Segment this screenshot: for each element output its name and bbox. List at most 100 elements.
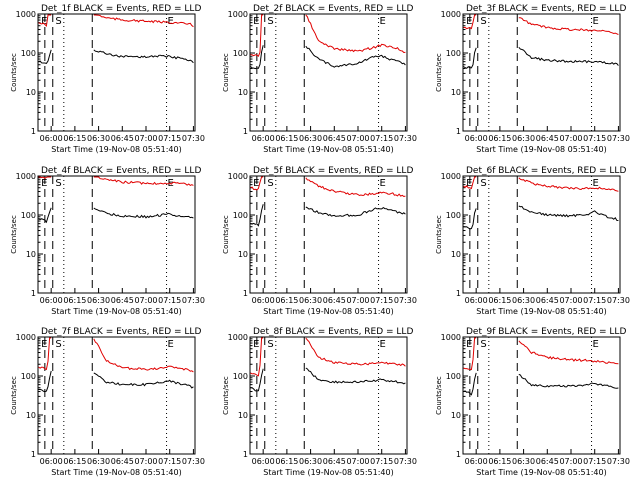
panel-title: Det_8f BLACK = Events, RED = LLD: [253, 327, 413, 337]
x-tick-label: 06:45: [536, 134, 559, 143]
y-tick-label: 100: [233, 49, 248, 58]
plot-frame: [37, 175, 196, 294]
x-tick-label: 07:00: [559, 296, 582, 305]
marker-label: S: [480, 178, 486, 189]
y-tick-label: 100: [233, 372, 248, 381]
marker-label: S: [480, 339, 486, 350]
x-tick-label: 07:30: [182, 296, 205, 305]
x-axis-label: Start Time (19-Nov-08 05:51:40): [476, 307, 606, 316]
y-tick-label: 100: [21, 372, 36, 381]
x-axis-label: Start Time (19-Nov-08 05:51:40): [476, 468, 606, 477]
events-series-line: [38, 207, 194, 224]
x-tick-label: 07:00: [346, 134, 369, 143]
y-tick-label: 1: [456, 450, 461, 459]
events-series-line: [38, 370, 194, 393]
y-tick-label: 100: [21, 211, 36, 220]
y-tick-label: 1: [456, 289, 461, 298]
panel-title: Det_1f BLACK = Events, RED = LLD: [41, 4, 201, 14]
x-tick-label: 06:00: [252, 457, 275, 466]
y-tick-label: 100: [21, 49, 36, 58]
lld-series-line: [250, 337, 406, 377]
events-series-line: [38, 49, 194, 64]
events-series-line: [463, 205, 619, 230]
events-series-line: [463, 372, 619, 396]
x-tick-label: 06:15: [63, 296, 86, 305]
x-tick-label: 07:15: [583, 457, 606, 466]
marker-label: S: [267, 178, 273, 189]
marker-label: E: [466, 178, 472, 189]
plot-frame: [249, 13, 408, 132]
detector-panel: Det_6f BLACK = Events, RED = LLD 1 10 100 10…: [435, 166, 630, 316]
x-tick-label: 06:45: [323, 296, 346, 305]
y-tick-label: 1: [243, 127, 248, 136]
plot-frame: [249, 175, 408, 294]
x-tick-label: 06:30: [299, 134, 322, 143]
y-tick-label: 1000: [441, 172, 461, 181]
y-tick-label: 1000: [228, 10, 248, 19]
marker-label: E: [41, 339, 47, 350]
lld-series-line: [38, 176, 194, 186]
x-tick-label: 06:30: [512, 296, 535, 305]
x-tick-label: 06:00: [465, 296, 488, 305]
x-tick-label: 06:45: [111, 134, 134, 143]
marker-label: E: [593, 178, 599, 189]
detector-panel: Det_4f BLACK = Events, RED = LLD 1 10 100 10…: [10, 166, 205, 316]
x-tick-label: 06:00: [465, 457, 488, 466]
events-series-line: [250, 45, 406, 70]
x-axis-label: Start Time (19-Nov-08 05:51:40): [51, 145, 181, 154]
x-tick-label: 06:30: [87, 457, 110, 466]
x-tick-label: 06:30: [512, 134, 535, 143]
x-tick-label: 07:00: [134, 457, 157, 466]
y-tick-label: 1: [456, 127, 461, 136]
y-tick-label: 1: [31, 289, 36, 298]
panel-title: Det_7f BLACK = Events, RED = LLD: [41, 327, 201, 337]
panel-title: Det_9f BLACK = Events, RED = LLD: [466, 327, 626, 337]
y-tick-label: 1000: [16, 172, 36, 181]
marker-label: E: [466, 16, 472, 27]
marker-label: S: [267, 16, 273, 27]
marker-label: E: [253, 16, 259, 27]
detector-panel: Det_3f BLACK = Events, RED = LLD 1 10 100 10…: [435, 4, 630, 154]
marker-label: E: [593, 16, 599, 27]
x-tick-label: 06:30: [87, 134, 110, 143]
x-tick-label: 07:00: [134, 296, 157, 305]
x-tick-label: 07:30: [607, 134, 630, 143]
events-series-line: [250, 204, 406, 227]
x-tick-label: 07:15: [370, 296, 393, 305]
x-tick-label: 06:15: [275, 457, 298, 466]
y-tick-label: 100: [233, 211, 248, 220]
y-axis-label: Counts/sec: [222, 215, 230, 254]
y-tick-label: 1000: [441, 333, 461, 342]
x-tick-label: 07:15: [370, 134, 393, 143]
x-tick-label: 06:45: [536, 296, 559, 305]
detector-panel: Det_9f BLACK = Events, RED = LLD 1 10 100 10…: [435, 327, 630, 477]
x-axis-label: Start Time (19-Nov-08 05:51:40): [476, 145, 606, 154]
y-tick-label: 10: [451, 250, 461, 259]
x-tick-label: 06:45: [536, 457, 559, 466]
plot-frame: [249, 336, 408, 455]
plot-frame: [462, 336, 621, 455]
x-tick-label: 07:15: [583, 296, 606, 305]
x-tick-label: 06:45: [111, 296, 134, 305]
events-series-line: [250, 367, 406, 392]
x-tick-label: 07:30: [182, 457, 205, 466]
detector-panel: Det_1f BLACK = Events, RED = LLD 1 10 100 10…: [10, 4, 205, 154]
marker-label: S: [267, 339, 273, 350]
lld-series-line: [38, 337, 194, 373]
detector-panel: Det_5f BLACK = Events, RED = LLD 1 10 100 10…: [222, 166, 417, 316]
x-axis-label: Start Time (19-Nov-08 05:51:40): [51, 307, 181, 316]
x-axis-label: Start Time (19-Nov-08 05:51:40): [263, 307, 393, 316]
x-tick-label: 06:00: [40, 296, 63, 305]
plot-frame: [37, 13, 196, 132]
panel-title: Det_4f BLACK = Events, RED = LLD: [41, 166, 201, 176]
lld-series-line: [463, 176, 619, 192]
y-tick-label: 10: [238, 88, 248, 97]
x-tick-label: 06:15: [63, 134, 86, 143]
x-tick-label: 07:00: [346, 457, 369, 466]
marker-label: E: [380, 339, 386, 350]
events-series-line: [463, 46, 619, 69]
x-tick-label: 06:45: [323, 457, 346, 466]
x-tick-label: 07:15: [583, 134, 606, 143]
marker-label: S: [55, 16, 61, 27]
